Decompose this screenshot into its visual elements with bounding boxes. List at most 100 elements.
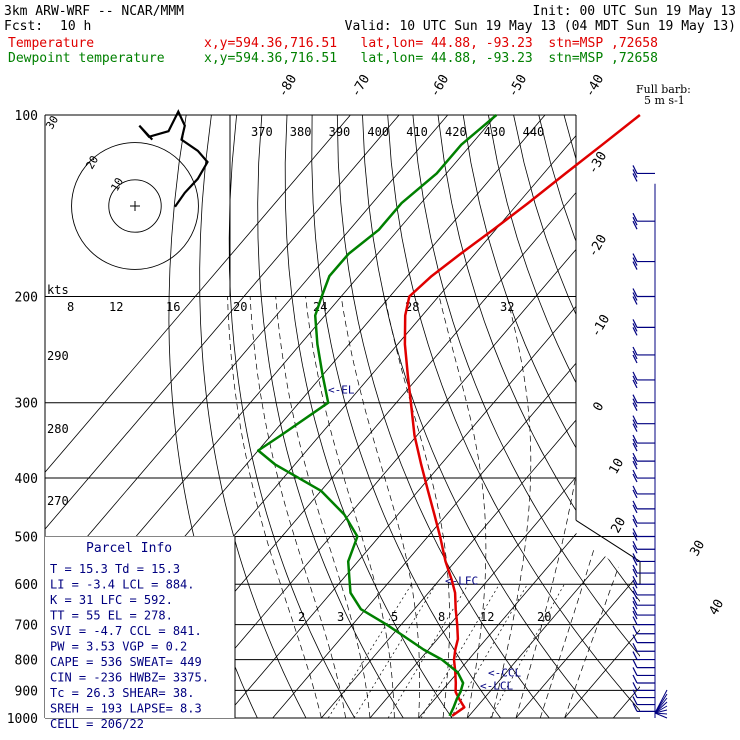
mixing-ratio-label: 8 [438,610,445,624]
dry-adiabat [665,115,740,718]
wind-barb [632,394,638,403]
mixing-ratio-label: 12 [480,610,494,624]
isotherm-label: -80 [275,72,300,100]
mixing-ratio-label: 20 [537,610,551,624]
wind-barb [632,485,638,495]
wind-barb [632,518,638,528]
moist-adiabat [515,296,588,718]
isotherm-label: -40 [582,72,607,100]
wind-barb [654,705,668,714]
theta-label: 370 [251,125,273,139]
mixing-ratio-line [353,584,437,718]
hodo-ring [71,142,199,270]
wind-barb [632,456,638,466]
mixing-ratio-line [489,584,565,718]
hodo-ring-label: 16 [166,300,180,314]
isotherm-label: -70 [348,72,373,100]
wind-barb [632,257,638,266]
dry-adiabat [690,115,740,718]
lcl-marker: <-LCL [480,680,513,693]
wind-barb [632,253,638,262]
isotherm-label: 40 [706,597,727,618]
wind-barb [632,261,638,270]
wind-barb [632,288,638,297]
wind-barb [632,398,638,407]
wind-barb [632,606,638,616]
wind-barb [632,651,638,660]
isotherm-line [564,115,640,718]
barb-legend-title: Full barb: [636,83,691,96]
wind-barb [632,600,638,610]
pressure-tick-label: 500 [15,530,38,545]
wind-barb [632,423,638,432]
wind-barb [632,674,638,684]
wind-barb [632,220,638,230]
wind-barb [632,489,638,499]
isotherm-line [466,115,640,718]
wind-barb [632,610,638,620]
wind-barb [632,296,638,305]
mixing-ratio-label: 2 [298,610,305,624]
parcel-info-row: T = 15.3 Td = 15.3 [50,562,180,576]
mixing-ratio-line [327,584,412,718]
moist-adiabat [438,296,487,718]
hodo-ring-tick: 10 [108,176,126,194]
theta-label: 420 [445,125,467,139]
dry-adiabat [228,115,356,718]
pressure-tick-label: 700 [15,619,38,634]
wind-barb [632,667,638,676]
isotherm-label: 20 [608,515,629,536]
parcel-info-row: TT = 55 EL = 278. [50,609,173,623]
dry-adiabat [462,115,640,718]
wind-barb [632,442,638,452]
isotherm-line [45,115,351,718]
moist-adiabat [564,296,640,718]
theta-label: 390 [329,125,351,139]
isotherm-line [175,115,640,718]
wind-barb [632,438,638,448]
wind-barb [632,568,638,578]
dry-adiabat [311,115,501,718]
isotherm-label: -30 [585,149,610,177]
moist-adiabat [539,296,640,718]
init-time: Init: 00 UTC Sun 19 May 13 [532,4,737,19]
dewpoint-profile [256,114,498,717]
theta-label: 280 [47,422,69,436]
isotherm-line [45,115,400,718]
hodo-ring-tick: 30 [43,114,61,132]
wind-barb [632,590,638,600]
wind-barb [632,473,638,483]
dry-adiabat [588,115,640,718]
pressure-tick-label: 300 [15,397,38,412]
wind-barb [632,216,638,226]
temperature-location: x,y=594.36,716.51 lat,lon= 44.88, -93.23… [204,36,658,51]
isotherm-line [45,115,449,718]
isotherm-label: 30 [687,538,708,559]
wind-barb [632,703,638,712]
valid-time: Valid: 10 UTC Sun 19 May 13 (04 MDT Sun … [344,19,736,34]
parcel-info-row: SREH = 193 LAPSE= 8.3 [50,702,202,716]
wind-barb [654,712,668,715]
parcel-box-bg [45,536,235,718]
wind-barb [632,625,638,635]
wind-barb [632,292,638,301]
wind-barb [632,165,638,174]
wind-barb [632,659,638,668]
parcel-info-row: CIN = -236 HWBZ= 3375. [50,671,209,685]
model-title: 3km ARW-WRF -- NCAR/MMM [4,4,185,19]
barb-legend-value: 5 m s-1 [644,94,685,107]
wind-barb [654,712,668,719]
isotherm-label: -60 [427,72,452,100]
wind-barb [632,586,638,596]
wind-barb [632,500,638,510]
parcel-info-row: CELL = 206/22 [50,717,144,731]
wind-barb [632,379,638,389]
hodo-units-label: kts [47,283,69,297]
parcel-info-row: K = 31 LFC = 592. [50,593,173,607]
wind-barb [632,169,638,178]
wind-barb [632,682,638,691]
hodo-ring-label: 20 [233,300,247,314]
isotherm-label: -50 [505,72,530,100]
wind-barb [632,469,638,479]
